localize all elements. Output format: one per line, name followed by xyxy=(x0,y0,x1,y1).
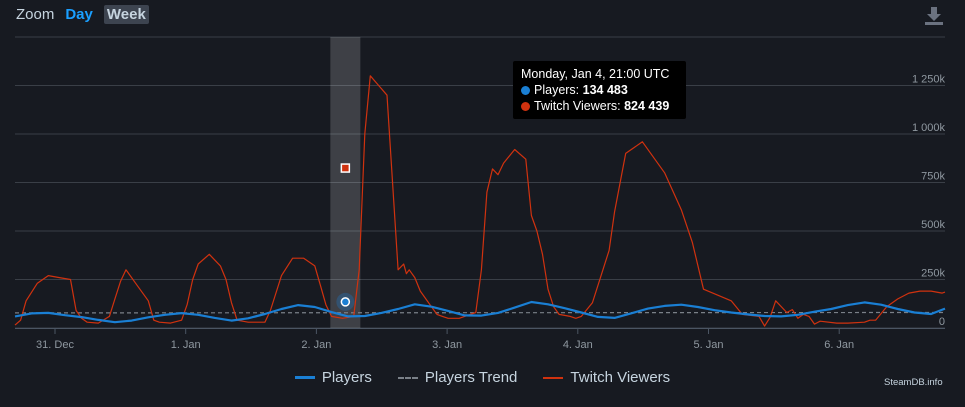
legend-item-trend[interactable]: Players Trend xyxy=(397,369,518,386)
zoom-day-button[interactable]: Day xyxy=(65,6,93,23)
legend: Players Players Trend Twitch Viewers xyxy=(0,369,965,386)
trend-line-icon xyxy=(397,376,418,379)
tooltip-players-value: 134 483 xyxy=(582,83,628,97)
legend-trend-label: Players Trend xyxy=(424,369,518,386)
twitch-marker xyxy=(340,163,351,173)
hover-band xyxy=(330,37,361,328)
credit[interactable]: SteamDB.info xyxy=(884,377,943,388)
y-tick-label: 1 250k xyxy=(912,74,946,86)
download-icon[interactable] xyxy=(922,4,946,28)
zoom-label: Zoom xyxy=(16,6,55,23)
series-line-players xyxy=(14,300,946,324)
legend-item-players[interactable]: Players xyxy=(294,369,372,386)
tooltip-players-label: Players: xyxy=(534,83,580,97)
x-tick-label: 1. Jan xyxy=(171,339,201,351)
twitch-line-icon xyxy=(543,376,564,379)
tooltip: Monday, Jan 4, 21:00 UTC Players: 134 48… xyxy=(513,61,686,119)
y-tick-label: 250k xyxy=(921,268,945,280)
players-dot-icon xyxy=(521,86,530,95)
legend-twitch-label: Twitch Viewers xyxy=(570,369,671,386)
tooltip-header: Monday, Jan 4, 21:00 UTC xyxy=(521,67,670,81)
y-tick-label: 1 000k xyxy=(912,122,946,134)
players-line-icon xyxy=(294,376,315,379)
series-line-twitch-viewers xyxy=(14,75,946,327)
tooltip-twitch-row: Twitch Viewers: 824 439 xyxy=(521,98,678,114)
zoom-bar: Zoom Day Week xyxy=(16,5,149,24)
tooltip-twitch-value: 824 439 xyxy=(624,99,670,113)
players-marker xyxy=(340,297,351,307)
x-tick-label: 3. Jan xyxy=(432,339,462,351)
x-tick-label: 31. Dec xyxy=(36,339,74,351)
x-tick-label: 6. Jan xyxy=(824,339,854,351)
y-tick-label: 500k xyxy=(921,219,945,231)
tooltip-players-row: Players: 134 483 xyxy=(521,82,678,98)
legend-item-twitch[interactable]: Twitch Viewers xyxy=(543,369,670,386)
twitch-dot-icon xyxy=(521,102,530,111)
x-tick-label: 4. Jan xyxy=(563,339,593,351)
x-tick-label: 2. Jan xyxy=(301,339,331,351)
zoom-week-button[interactable]: Week xyxy=(103,5,149,24)
legend-players-label: Players xyxy=(321,369,372,386)
y-tick-label: 750k xyxy=(921,171,945,183)
y-tick-label: 0 xyxy=(939,316,945,328)
tooltip-twitch-label: Twitch Viewers: xyxy=(534,99,621,113)
x-tick-label: 5. Jan xyxy=(694,339,724,351)
